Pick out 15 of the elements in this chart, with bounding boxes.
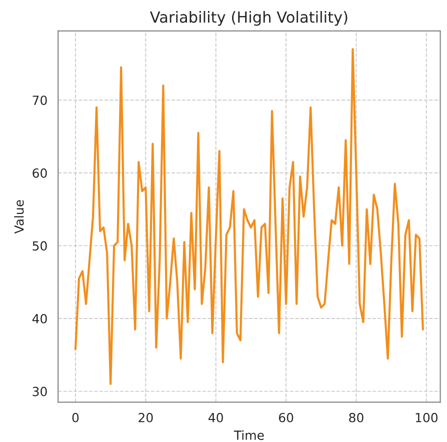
y-tick-label: 60 <box>32 168 47 178</box>
x-tick-label: 0 <box>72 412 79 422</box>
line-series <box>74 48 424 386</box>
x-axis-title: Time <box>234 430 264 440</box>
y-tick-label: 40 <box>32 314 47 324</box>
y-tick-label: 70 <box>32 96 47 106</box>
y-tick-label: 30 <box>32 386 47 396</box>
x-tick-label: 40 <box>208 412 223 422</box>
x-tick-label: 20 <box>138 412 153 422</box>
x-tick-label: 100 <box>416 412 438 422</box>
x-tick-label: 80 <box>349 412 364 422</box>
y-axis-title: Value <box>14 200 24 234</box>
chart-title: Variability (High Volatility) <box>150 11 348 26</box>
x-tick-label: 60 <box>278 412 294 422</box>
y-tick-label: 50 <box>32 241 47 251</box>
